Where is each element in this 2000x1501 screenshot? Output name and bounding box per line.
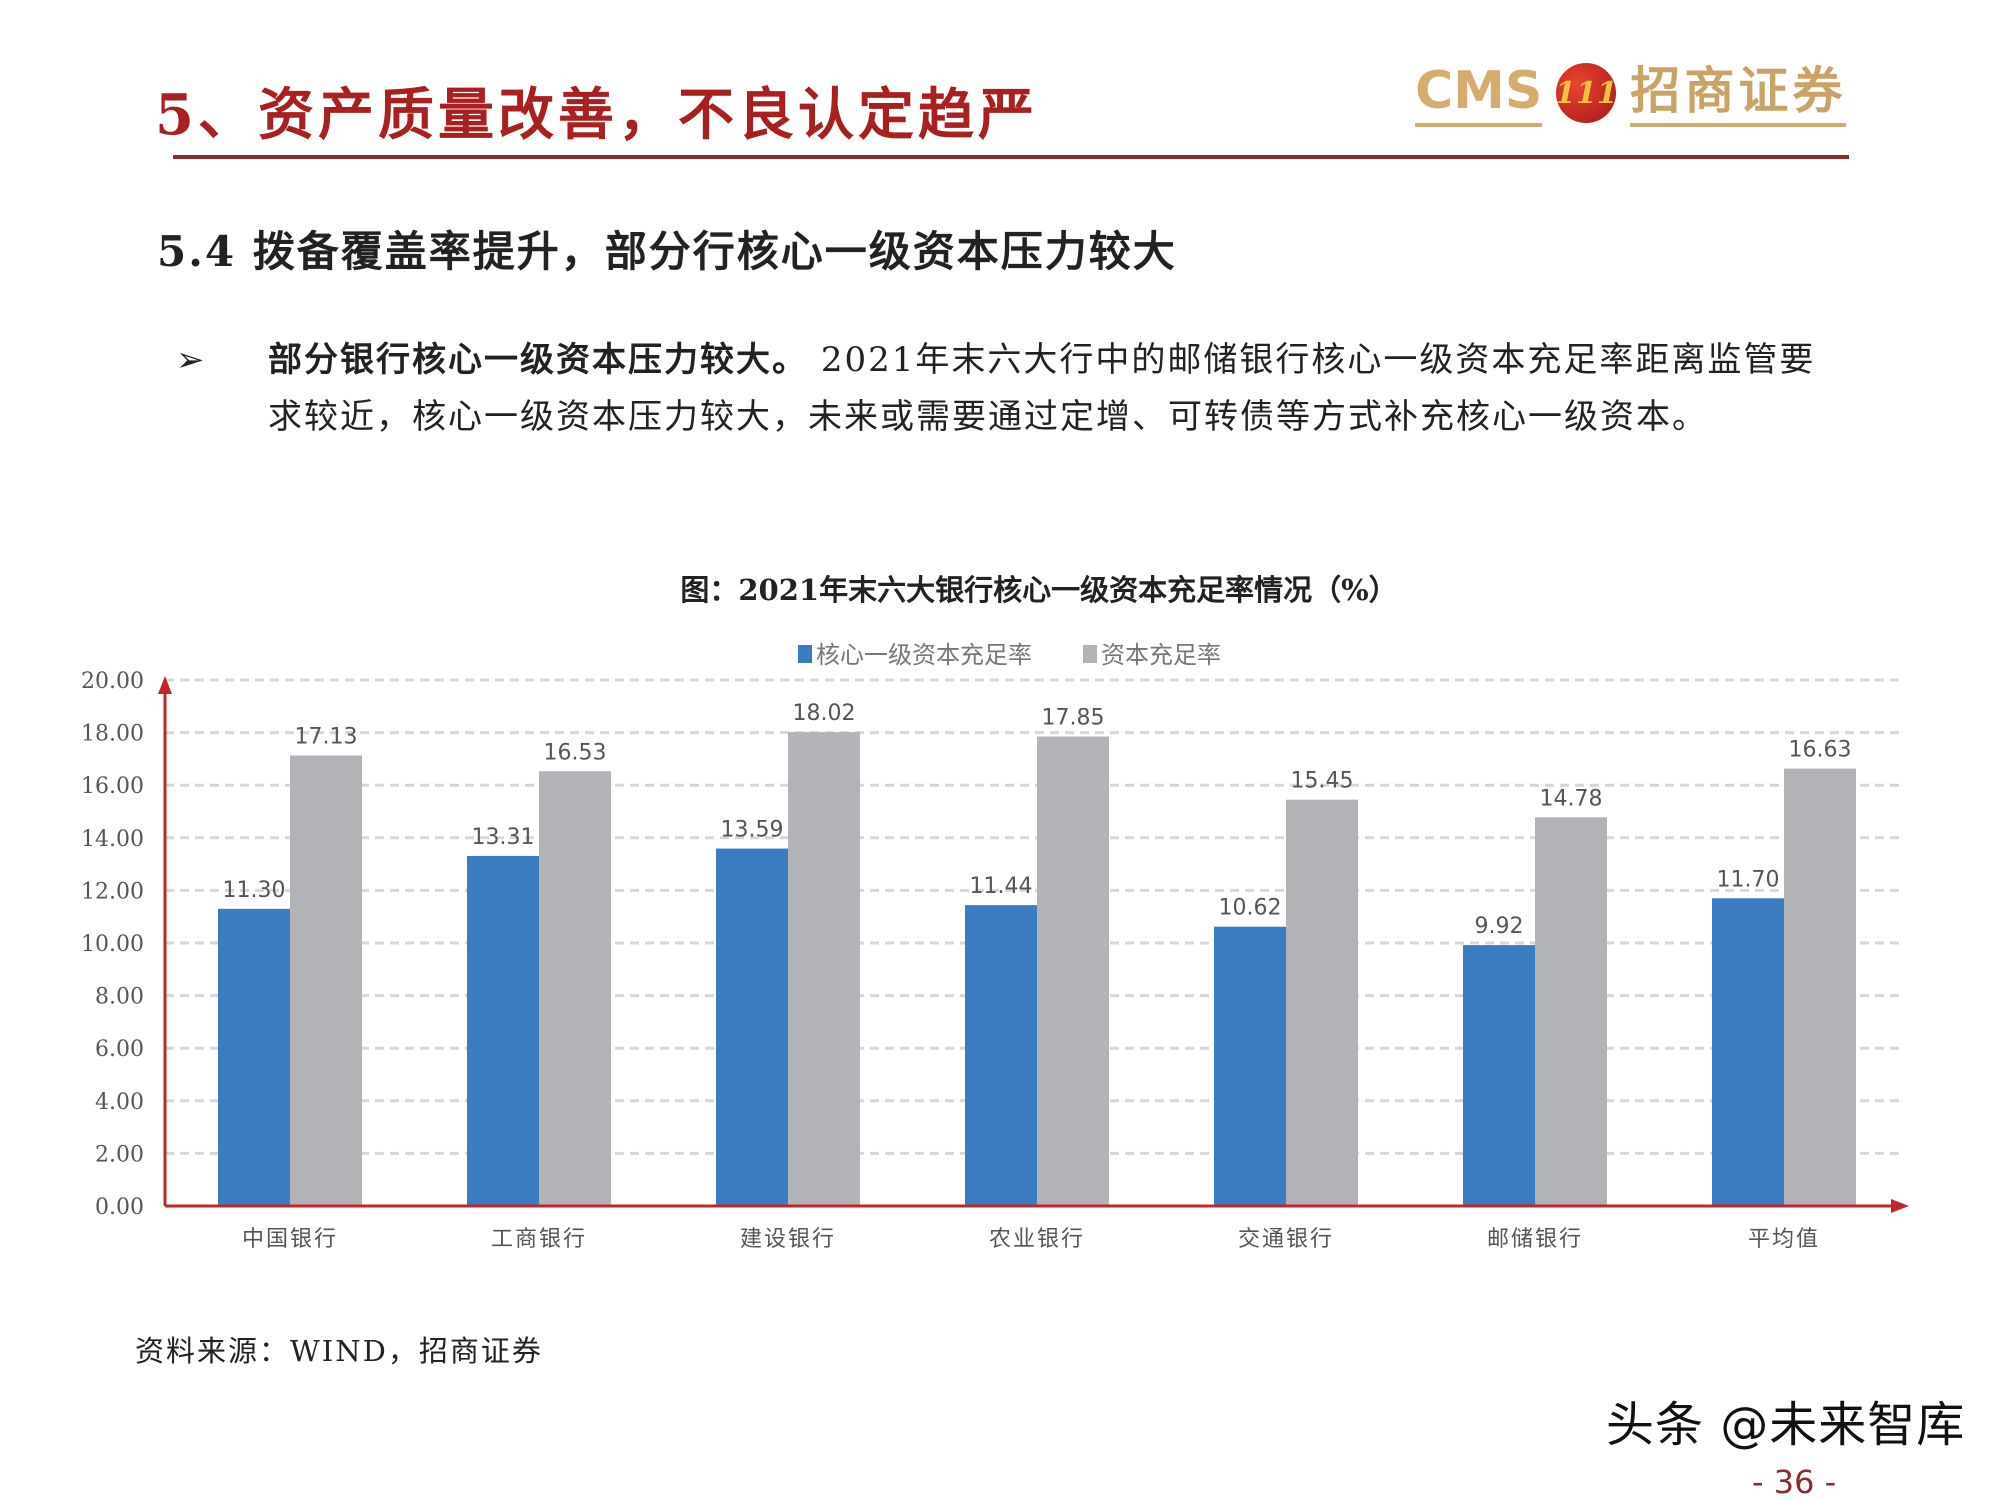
legend-swatch [1083,645,1097,663]
data-label: 14.78 [1540,786,1603,811]
watermark: 头条 @未来智库 [1606,1397,1966,1453]
bar-capital-adequacy [1535,817,1607,1206]
x-tick-label: 工商银行 [491,1227,587,1252]
bar-core-tier1 [965,905,1037,1206]
data-label: 11.70 [1717,867,1780,892]
data-label: 15.45 [1291,769,1354,794]
bar-capital-adequacy [1037,736,1109,1206]
x-tick-label: 农业银行 [989,1227,1085,1252]
y-tick-label: 4.00 [95,1090,144,1115]
x-tick-label: 邮储银行 [1487,1227,1583,1252]
data-label: 17.13 [295,724,358,749]
bar-capital-adequacy [290,755,362,1206]
bar-capital-adequacy [1784,768,1856,1206]
data-label: 13.59 [721,818,784,843]
bar-core-tier1 [218,908,290,1206]
x-tick-label: 交通银行 [1238,1227,1334,1252]
bar-chart: 0.00 2.00 4.00 6.00 8.00 10.00 12.00 14.00 16.00… [81,641,1909,1252]
x-tick-label: 建设银行 [740,1227,836,1252]
data-label: 16.63 [1789,738,1852,763]
logo-latin: CMS [1415,59,1543,127]
logo-chinese: 招商证券 [1630,59,1847,127]
y-tick-label: 16.00 [81,774,144,799]
bullet-bold: 部分银行核心一级资本压力较大。 [268,340,808,380]
header-divider [173,155,1849,159]
data-label: 9.92 [1475,914,1524,939]
chart-title: 图：2021年末六大银行核心一级资本充足率情况（%） [680,573,1398,607]
y-tick-label: 12.00 [81,879,144,904]
y-tick-label: 0.00 [95,1195,144,1220]
data-label: 18.02 [793,701,856,726]
logo-emblem-icon: 111 [1555,63,1618,123]
x-axis-arrow-icon [1891,1199,1909,1213]
y-tick-label: 6.00 [95,1037,144,1062]
legend-label: 核心一级资本充足率 [816,641,1032,669]
bar-core-tier1 [1463,945,1535,1206]
bar-capital-adequacy [1286,799,1358,1206]
data-label: 17.85 [1042,706,1105,731]
y-tick-label: 18.00 [81,722,144,747]
bar-core-tier1 [1712,898,1784,1206]
y-tick-label: 2.00 [95,1142,144,1167]
bar-capital-adequacy [539,771,611,1206]
bar-capital-adequacy [788,732,860,1206]
cms-logo: CMS 111 招商证券 [1415,58,1847,128]
bar-core-tier1 [1214,926,1286,1206]
y-axis-arrow-icon [158,676,172,694]
bar-core-tier1 [716,848,788,1206]
bullet-text: 2021年末六大行中的邮储银行核心一级资本充足率距离监管要求较近，核心一级资本压… [268,340,1816,437]
legend-label: 资本充足率 [1101,641,1221,669]
y-tick-label: 10.00 [81,932,144,957]
page-number: - 36 - [1752,1463,1837,1501]
data-label: 16.53 [544,740,607,765]
section-title: 5.4 拨备覆盖率提升，部分行核心一级资本压力较大 [157,227,1177,276]
x-tick-label: 中国银行 [242,1227,338,1252]
data-label: 13.31 [472,825,535,850]
bullet-arrow-icon: ➢ [176,340,205,380]
y-tick-label: 14.00 [81,827,144,852]
y-tick-label: 20.00 [81,669,144,694]
y-tick-label: 8.00 [95,985,144,1010]
data-label: 11.30 [223,878,286,903]
bar-core-tier1 [467,855,539,1206]
data-label: 11.44 [970,874,1033,899]
bullet-paragraph: 部分银行核心一级资本压力较大。 2021年末六大行中的邮储银行核心一级资本充足率… [268,332,1828,446]
source-note: 资料来源：WIND，招商证券 [135,1334,543,1368]
data-label: 10.62 [1219,896,1282,921]
page-title: 5、资产质量改善，不良认定趋严 [155,82,1038,148]
x-tick-label: 平均值 [1748,1227,1820,1252]
legend-swatch [798,645,812,663]
